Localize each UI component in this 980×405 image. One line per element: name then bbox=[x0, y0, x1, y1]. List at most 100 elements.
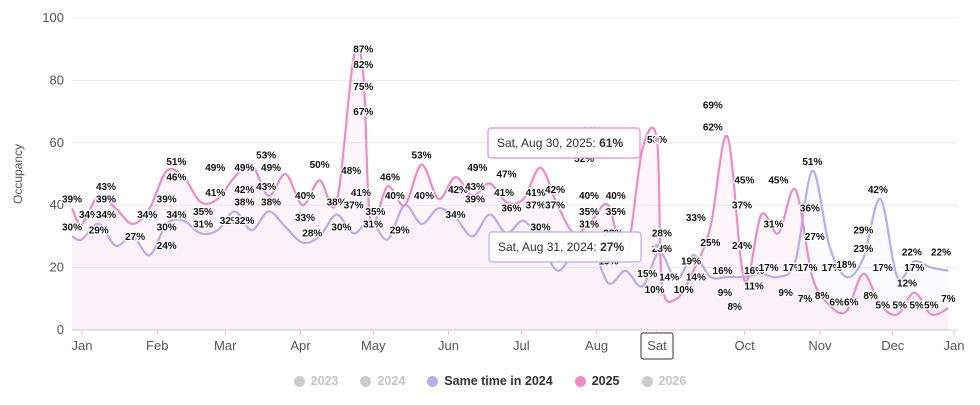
data-label: 31% bbox=[579, 219, 599, 230]
data-label: 40% bbox=[579, 191, 599, 202]
data-label: 9% bbox=[718, 288, 733, 299]
x-tooltip-box bbox=[640, 332, 674, 360]
data-label: 49% bbox=[234, 163, 254, 174]
legend-label: 2025 bbox=[591, 374, 620, 388]
data-label: 10% bbox=[674, 285, 694, 296]
data-label: 30% bbox=[62, 222, 82, 233]
data-label: 40% bbox=[295, 191, 315, 202]
legend-marker bbox=[641, 375, 653, 387]
data-label: 6% bbox=[844, 297, 859, 308]
data-label: 32% bbox=[234, 216, 254, 227]
data-label: 43% bbox=[465, 182, 485, 193]
data-label: 41% bbox=[351, 188, 371, 199]
data-label: 5% bbox=[893, 300, 908, 311]
hover-point-2025[interactable] bbox=[653, 135, 661, 144]
data-label: 31% bbox=[193, 219, 213, 230]
y-tick-label: 40 bbox=[50, 197, 64, 212]
data-label: 38% bbox=[234, 197, 254, 208]
data-label: 38% bbox=[327, 197, 347, 208]
data-label: 39% bbox=[62, 194, 82, 205]
x-tick-label: Oct bbox=[735, 338, 756, 353]
legend-item-2024[interactable]: 2024 bbox=[360, 374, 405, 388]
data-label: 49% bbox=[261, 163, 281, 174]
hover-point-2024[interactable] bbox=[653, 242, 661, 250]
data-label: 35% bbox=[606, 207, 626, 218]
data-label: 23% bbox=[853, 244, 873, 255]
legend-item-2023[interactable]: 2023 bbox=[293, 374, 339, 388]
data-label: 39% bbox=[465, 194, 485, 205]
data-label: 33% bbox=[686, 213, 706, 224]
data-label: 25% bbox=[700, 238, 720, 249]
data-label: 22% bbox=[902, 247, 922, 258]
data-label: 19% bbox=[681, 257, 701, 268]
tooltip-box bbox=[487, 127, 641, 159]
data-label: 27% bbox=[805, 232, 825, 243]
legend-marker bbox=[293, 375, 305, 387]
data-label: 62% bbox=[703, 123, 723, 134]
legend-item-same-time-in-2024[interactable]: Same time in 2024 bbox=[427, 374, 553, 388]
data-label: 50% bbox=[310, 160, 330, 171]
occupancy-chart: 0 20 40 60 80 100 Occupancy Jan Feb Mar Apr May Jun J… bbox=[11, 10, 964, 360]
data-label: 35% bbox=[579, 207, 599, 218]
data-label: 53% bbox=[256, 151, 276, 162]
data-label: 40% bbox=[385, 191, 405, 202]
data-label: 14% bbox=[686, 272, 706, 283]
y-axis-label: Occupancy bbox=[11, 144, 25, 204]
legend-marker bbox=[360, 375, 372, 387]
series-line-same-time-2024[interactable] bbox=[71, 169, 949, 288]
data-label: 37% bbox=[545, 201, 565, 212]
x-tick-label: May bbox=[361, 338, 386, 353]
y-tick-label: 0 bbox=[57, 322, 64, 337]
data-label: 34% bbox=[166, 210, 186, 221]
data-label: 8% bbox=[815, 291, 830, 302]
x-tick-label: Jul bbox=[513, 338, 530, 353]
data-label: 41% bbox=[205, 188, 225, 199]
data-label: 42% bbox=[868, 185, 888, 196]
data-label: 39% bbox=[157, 194, 177, 205]
data-label: 87% bbox=[353, 45, 373, 56]
legend-item-2026[interactable]: 2026 bbox=[641, 374, 686, 388]
data-label: 22% bbox=[931, 247, 951, 258]
data-label: 29% bbox=[853, 226, 873, 237]
data-label: 51% bbox=[166, 157, 186, 168]
data-label: 49% bbox=[205, 163, 225, 174]
data-label: 24% bbox=[732, 241, 752, 252]
series-area-2025 bbox=[72, 46, 949, 330]
data-label: 82% bbox=[353, 60, 373, 71]
data-label: 45% bbox=[734, 176, 754, 187]
series-line-2025[interactable] bbox=[71, 45, 949, 317]
data-label: 39% bbox=[96, 194, 116, 205]
data-label: 8% bbox=[863, 291, 878, 302]
data-label: 69% bbox=[703, 101, 723, 112]
y-tick-label: 80 bbox=[50, 72, 64, 87]
data-label: 27% bbox=[125, 232, 145, 243]
data-label: 16% bbox=[744, 266, 764, 277]
legend-item-2025[interactable]: 2025 bbox=[574, 374, 620, 388]
data-label: 33% bbox=[295, 213, 315, 224]
data-label: 35% bbox=[365, 207, 385, 218]
data-label: 42% bbox=[448, 185, 468, 196]
data-label: 75% bbox=[353, 82, 373, 93]
data-label: 41% bbox=[494, 188, 514, 199]
data-label: 16% bbox=[713, 266, 733, 277]
data-label: 34% bbox=[446, 210, 466, 221]
x-tick-label: Sat bbox=[647, 338, 667, 353]
tooltip-text: Sat, Aug 30, 2025: 61% bbox=[497, 136, 623, 150]
data-label: 36% bbox=[501, 204, 521, 215]
legend-label: Same time in 2024 bbox=[444, 374, 553, 388]
data-label: 7% bbox=[941, 294, 956, 305]
data-label: 17% bbox=[904, 263, 924, 274]
data-label: 28% bbox=[652, 229, 672, 240]
data-label: 37% bbox=[732, 201, 752, 212]
x-tick-label: Mar bbox=[214, 338, 237, 353]
data-label: 30% bbox=[331, 222, 351, 233]
data-label: 7% bbox=[798, 294, 813, 305]
data-label: 11% bbox=[744, 282, 764, 293]
data-label: 34% bbox=[96, 210, 116, 221]
data-label: 48% bbox=[341, 166, 361, 177]
legend-label: 2023 bbox=[310, 374, 339, 388]
data-label: 32% bbox=[220, 216, 240, 227]
data-label: 17% bbox=[797, 263, 817, 274]
data-label: 5% bbox=[910, 300, 925, 311]
data-label: 41% bbox=[526, 188, 546, 199]
